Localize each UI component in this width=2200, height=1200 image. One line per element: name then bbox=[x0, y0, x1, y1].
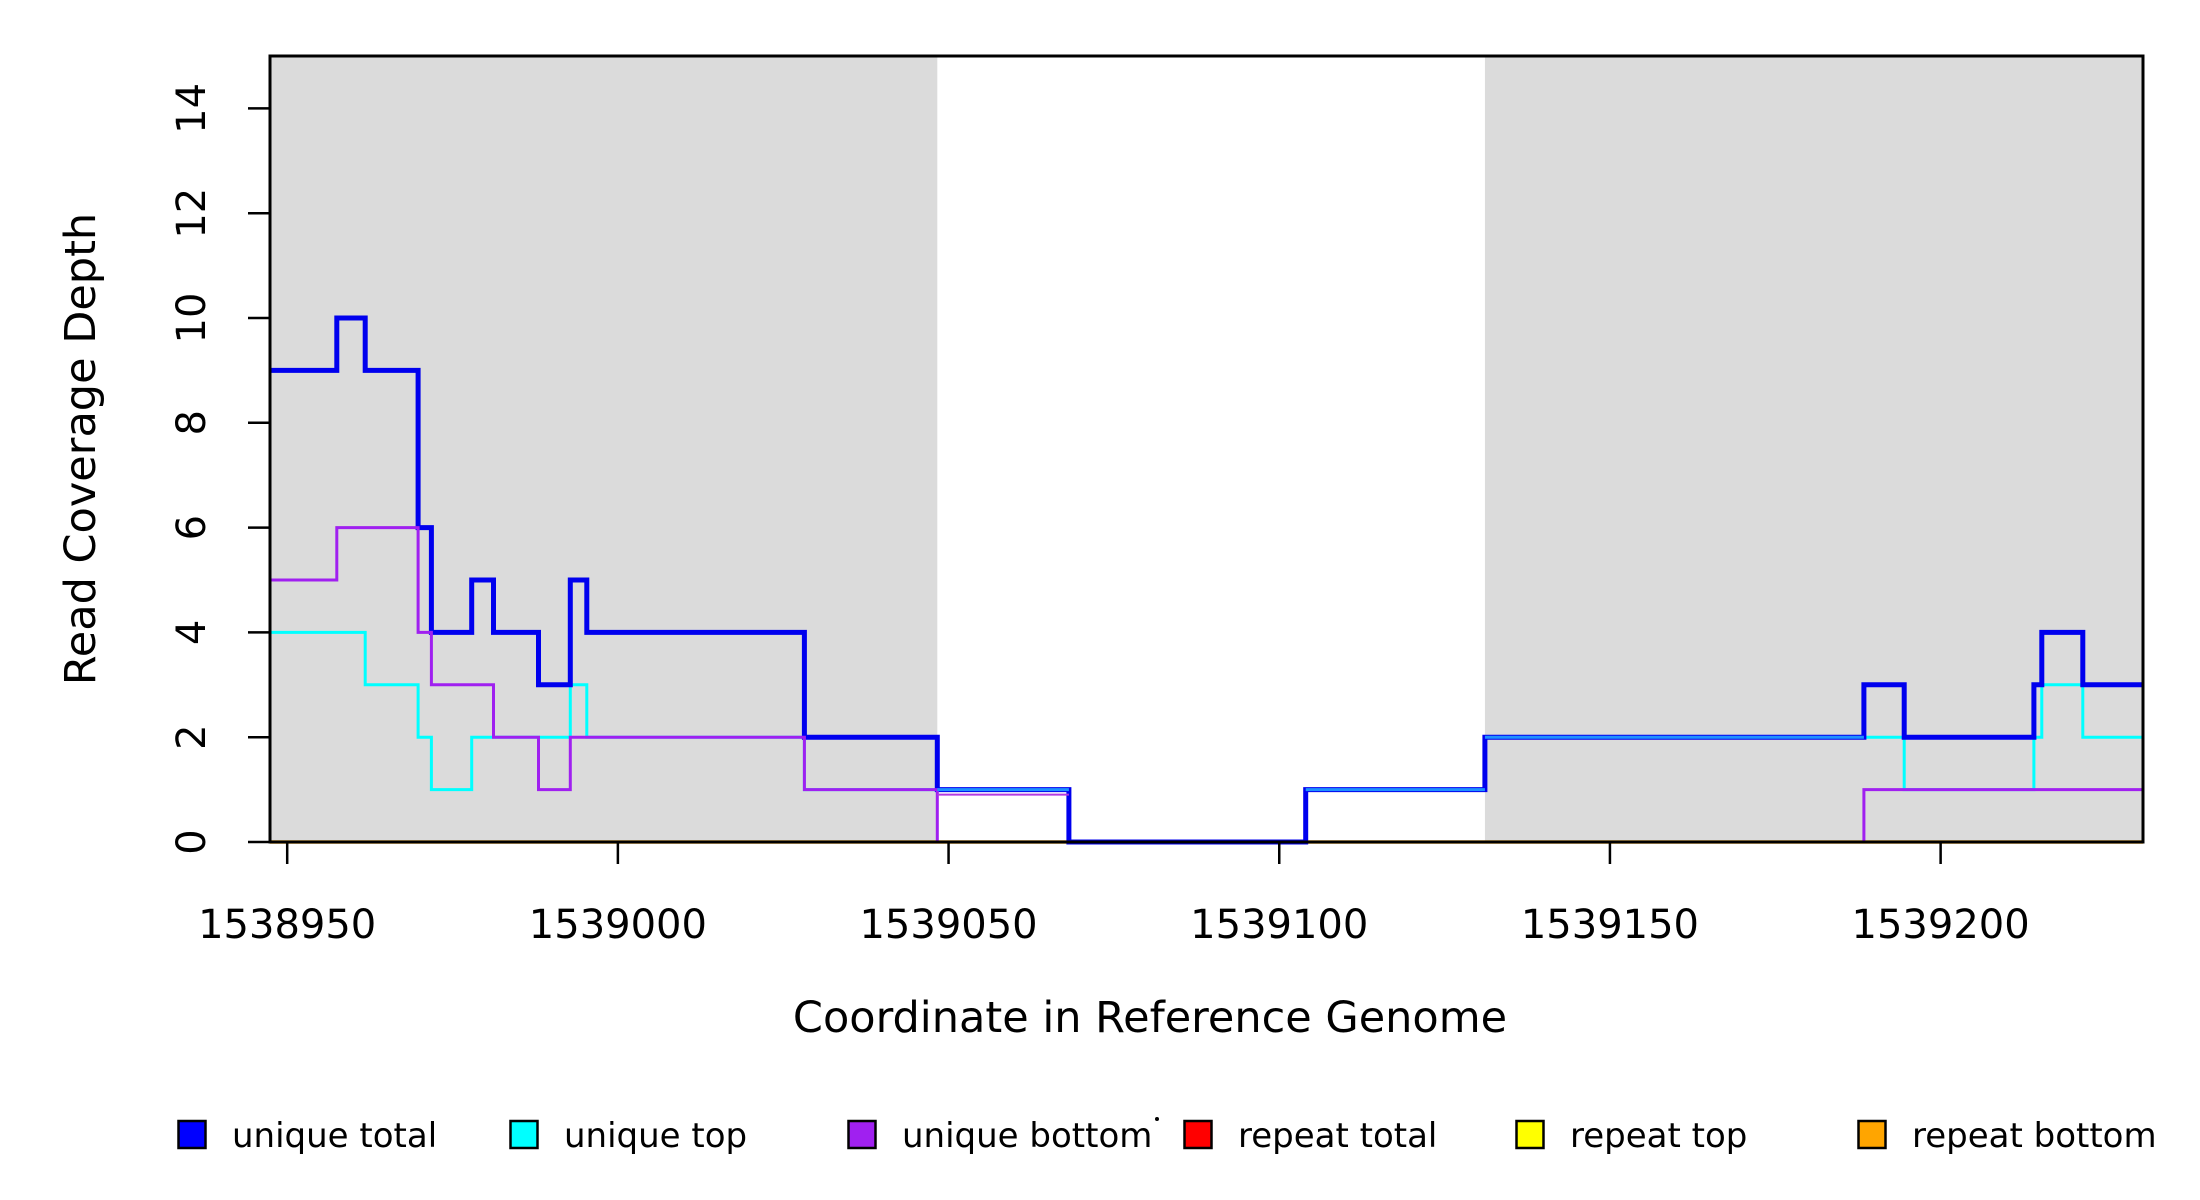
series-path-unique-total bbox=[270, 315, 2143, 845]
series-path-unique-bottom bbox=[270, 526, 2143, 844]
y-tick-label: 12 bbox=[169, 188, 215, 239]
legend-label-repeat-top: repeat top bbox=[1570, 1116, 1747, 1156]
y-tick-label: 14 bbox=[169, 83, 215, 134]
x-axis-title: Coordinate in Reference Genome bbox=[793, 993, 1507, 1043]
shaded-repeat-region bbox=[1484, 56, 2143, 842]
legend-swatch-repeat-bottom bbox=[1857, 1119, 1887, 1150]
x-tick-label: 1539050 bbox=[859, 902, 1037, 948]
y-tick-label: 2 bbox=[169, 724, 215, 749]
stray-dot-artifact bbox=[1155, 1117, 1159, 1121]
legend-swatch-repeat-top bbox=[1515, 1119, 1545, 1150]
legend-swatch-repeat-total bbox=[1183, 1119, 1213, 1150]
legend-label-unique-bottom: unique bottom bbox=[902, 1116, 1152, 1156]
x-tick-label: 1539150 bbox=[1521, 902, 1699, 948]
legend-swatch-unique-total bbox=[177, 1119, 207, 1150]
legend-label-unique-total: unique total bbox=[232, 1116, 437, 1156]
x-tick-label: 1539100 bbox=[1190, 902, 1368, 948]
y-tick-label: 6 bbox=[169, 515, 215, 540]
x-tick-label: 1539000 bbox=[529, 902, 707, 948]
x-tick-label: 1538950 bbox=[198, 902, 376, 948]
x-tick-label: 1539200 bbox=[1852, 902, 2030, 948]
legend-swatch-unique-top bbox=[509, 1119, 539, 1150]
legend-label-repeat-bottom: repeat bottom bbox=[1912, 1116, 2157, 1156]
legend-label-repeat-total: repeat total bbox=[1238, 1116, 1437, 1156]
y-tick-label: 0 bbox=[169, 829, 215, 854]
y-tick-label: 8 bbox=[169, 410, 215, 435]
plot-box bbox=[268, 54, 2145, 844]
shaded-repeat-region bbox=[270, 56, 938, 842]
legend-swatch-unique-bottom bbox=[847, 1119, 877, 1150]
y-tick-label: 4 bbox=[169, 620, 215, 645]
y-tick-label: 10 bbox=[169, 293, 215, 344]
legend-label-unique-top: unique top bbox=[564, 1116, 747, 1156]
y-axis-title: Read Coverage Depth bbox=[56, 213, 106, 685]
